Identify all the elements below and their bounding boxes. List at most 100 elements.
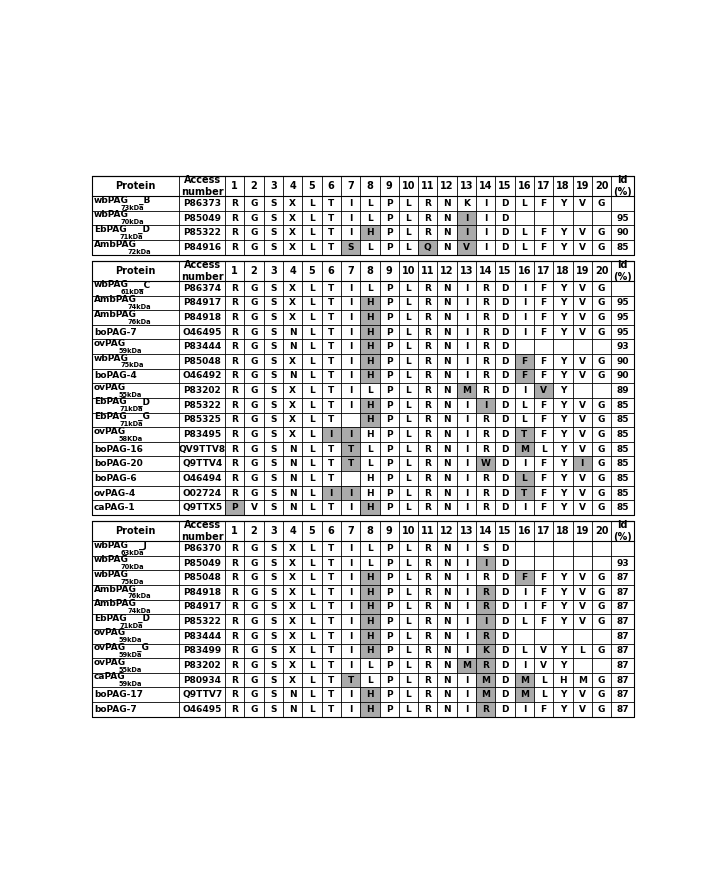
Text: 3: 3: [270, 266, 277, 276]
Text: L: L: [406, 632, 411, 641]
Text: X: X: [289, 661, 296, 670]
Text: wbPAG: wbPAG: [94, 541, 129, 550]
Text: 19: 19: [576, 266, 589, 276]
Text: G: G: [251, 489, 258, 498]
Text: T: T: [328, 328, 334, 337]
Text: P84918: P84918: [183, 313, 222, 322]
Text: L: L: [367, 445, 372, 453]
Text: V: V: [579, 603, 586, 612]
Text: I: I: [329, 430, 333, 439]
Text: L: L: [406, 705, 411, 714]
Text: L: L: [309, 559, 315, 568]
Text: G: G: [251, 313, 258, 322]
Text: 16: 16: [518, 526, 531, 536]
Text: R: R: [232, 284, 238, 293]
Text: L: L: [367, 243, 372, 252]
Text: X: X: [289, 559, 296, 568]
Text: P: P: [386, 503, 392, 512]
Text: T: T: [521, 489, 527, 498]
Text: G: G: [251, 690, 258, 699]
Text: L: L: [406, 690, 411, 699]
Text: G: G: [598, 489, 605, 498]
Text: S: S: [270, 617, 277, 626]
Text: R: R: [482, 503, 489, 512]
Text: R: R: [482, 588, 489, 597]
Text: P: P: [386, 559, 392, 568]
Text: S: S: [270, 342, 277, 351]
Text: S: S: [270, 430, 277, 439]
Text: T: T: [328, 544, 334, 553]
Text: 11: 11: [421, 526, 435, 536]
Text: R: R: [424, 474, 431, 483]
Text: 87: 87: [617, 617, 629, 626]
Text: L: L: [309, 675, 315, 684]
Text: P: P: [386, 243, 392, 252]
Text: I: I: [464, 690, 468, 699]
Bar: [91, 176, 634, 255]
Text: P: P: [386, 400, 392, 409]
Text: L: L: [309, 284, 315, 293]
Text: R: R: [482, 284, 489, 293]
Text: S: S: [270, 489, 277, 498]
Text: N: N: [443, 617, 451, 626]
Text: I: I: [464, 214, 468, 223]
Text: V: V: [579, 503, 586, 512]
Text: 19: 19: [576, 526, 589, 536]
Text: _D: _D: [137, 225, 149, 234]
Text: L: L: [579, 646, 586, 655]
Text: R: R: [424, 588, 431, 597]
Text: 7: 7: [347, 526, 354, 536]
Text: Q9TTX5: Q9TTX5: [182, 503, 222, 512]
Text: 90: 90: [617, 228, 629, 237]
Text: S: S: [270, 573, 277, 583]
Text: P: P: [386, 357, 392, 366]
Text: L: L: [367, 661, 372, 670]
Text: 13: 13: [459, 526, 473, 536]
Text: L: L: [309, 386, 315, 395]
Text: G: G: [598, 588, 605, 597]
Text: 2: 2: [251, 181, 258, 191]
Text: H: H: [366, 228, 374, 237]
Text: V: V: [540, 661, 547, 670]
Text: Y: Y: [560, 588, 566, 597]
Text: F: F: [541, 357, 547, 366]
Text: _G: _G: [137, 643, 149, 652]
Text: T: T: [328, 415, 334, 424]
Text: L: L: [522, 617, 527, 626]
Text: 20: 20: [595, 181, 608, 191]
Text: V: V: [579, 588, 586, 597]
Bar: [515, 485, 534, 500]
Text: _C: _C: [139, 280, 150, 290]
Bar: [225, 500, 244, 515]
Text: I: I: [464, 357, 468, 366]
Text: L: L: [309, 544, 315, 553]
Text: L: L: [406, 675, 411, 684]
Text: D: D: [501, 342, 509, 351]
Text: L: L: [406, 199, 411, 208]
Text: L: L: [309, 603, 315, 612]
Text: I: I: [464, 328, 468, 337]
Text: I: I: [349, 690, 353, 699]
Text: I: I: [464, 705, 468, 714]
Text: V: V: [579, 415, 586, 424]
Text: 9: 9: [386, 181, 392, 191]
Text: Y: Y: [560, 474, 566, 483]
Text: P: P: [386, 313, 392, 322]
Text: S: S: [270, 284, 277, 293]
Text: N: N: [443, 460, 451, 469]
Text: 85: 85: [617, 489, 629, 498]
Text: I: I: [349, 559, 353, 568]
Text: 1: 1: [232, 181, 238, 191]
Text: G: G: [251, 544, 258, 553]
Text: X: X: [289, 588, 296, 597]
Text: I: I: [464, 573, 468, 583]
Text: F: F: [521, 357, 527, 366]
Text: I: I: [464, 430, 468, 439]
Text: L: L: [406, 342, 411, 351]
Text: L: L: [406, 489, 411, 498]
Text: G: G: [251, 430, 258, 439]
Text: X: X: [289, 243, 296, 252]
Text: V: V: [579, 474, 586, 483]
Text: D: D: [501, 415, 509, 424]
Text: R: R: [232, 588, 238, 597]
